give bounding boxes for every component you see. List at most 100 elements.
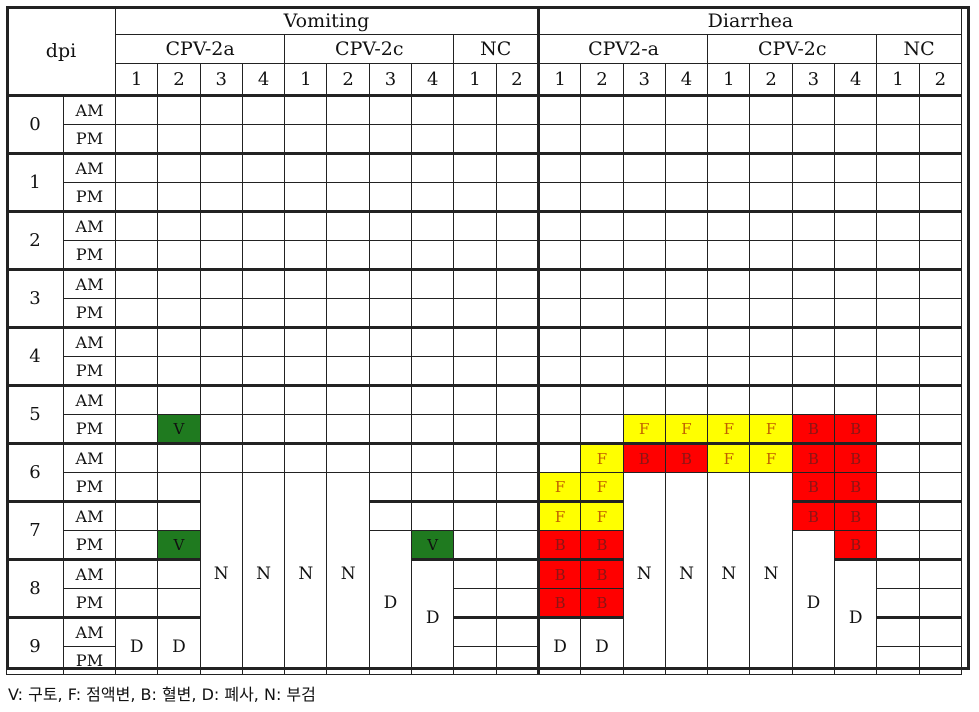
empty-cell [495,558,539,589]
symptom-cell: B [791,500,836,531]
outcome-cell: D [536,616,582,675]
empty-cell [199,384,243,415]
empty-cell [495,442,539,473]
outcome-cell: D [411,558,455,675]
empty-cell [918,500,962,531]
empty-cell [834,152,878,183]
empty-cell [580,356,624,386]
empty-cell [199,326,243,357]
empty-cell [368,442,413,473]
column-number: 1 [707,63,751,96]
empty-cell [157,472,201,502]
empty-cell [326,94,370,125]
empty-cell [876,124,920,154]
period-label: PM [63,414,116,444]
table-row: 5 AM [6,384,962,444]
symptom-cell: B [536,588,582,618]
empty-cell [284,442,328,473]
empty-cell [918,268,962,299]
column-number: 2 [157,63,201,96]
empty-cell [622,240,666,270]
empty-cell [495,124,539,154]
empty-cell [834,384,878,415]
empty-cell [749,268,793,299]
empty-cell [326,326,370,357]
symptom-cell: F [580,500,624,531]
empty-cell [622,124,666,154]
empty-cell [918,558,962,589]
empty-cell [495,384,539,415]
empty-cell [199,414,243,444]
column-number: 2 [749,63,793,96]
empty-cell [453,442,497,473]
empty-cell [876,240,920,270]
empty-cell [876,326,920,357]
empty-cell [411,472,455,502]
empty-cell [114,558,159,589]
empty-cell [918,210,962,241]
symptom-cell: F [580,472,624,502]
symptom-cell: F [664,414,709,444]
empty-cell [664,298,709,328]
empty-cell [834,326,878,357]
empty-cell [368,240,413,270]
symptom-cell: F [707,414,751,444]
symptom-cell: F [749,442,793,473]
empty-cell [495,94,539,125]
empty-cell [368,182,413,212]
empty-cell [326,442,370,473]
table-row: 8 AM D B B D [6,558,962,675]
empty-cell [114,588,159,618]
outcome-cell: D [157,616,201,675]
period-label: PM [63,472,116,502]
subgroup-header: NC [876,34,962,64]
empty-cell [791,152,836,183]
group-header: Vomiting [115,6,539,35]
empty-cell [791,326,836,357]
table-row: PM [7,646,962,675]
empty-cell [241,356,286,386]
empty-cell [411,442,455,473]
empty-cell [495,326,539,357]
symptom-cell: B [834,530,878,560]
empty-cell [157,152,201,183]
empty-cell [453,356,497,386]
empty-cell [411,182,455,212]
empty-cell [876,500,920,531]
empty-cell [749,94,793,125]
empty-cell [707,326,751,357]
empty-cell [749,356,793,386]
empty-cell [707,240,751,270]
column-number: 2 [495,63,539,96]
empty-cell [834,124,878,154]
empty-cell [876,558,920,589]
empty-cell [918,152,962,183]
column-number: 4 [241,63,286,96]
empty-cell [580,414,624,444]
table-row: PM [7,298,962,328]
empty-cell [284,182,328,212]
empty-cell [918,182,962,212]
empty-cell [326,268,370,299]
empty-cell [284,124,328,154]
empty-cell [326,240,370,270]
empty-cell [918,472,962,502]
empty-cell [536,298,582,328]
empty-cell [199,152,243,183]
empty-cell [453,152,497,183]
empty-cell [326,210,370,241]
empty-cell [157,298,201,328]
empty-cell [284,240,328,270]
empty-cell [157,210,201,241]
empty-cell [114,472,159,502]
empty-cell [580,210,624,241]
empty-cell [326,124,370,154]
group-header: Diarrhea [536,6,962,35]
symptom-cell: B [580,530,624,560]
empty-cell [326,356,370,386]
empty-cell [284,210,328,241]
day-label: 8 [6,558,64,618]
day-label: 1 [6,152,64,212]
empty-cell [622,384,666,415]
empty-cell [580,152,624,183]
